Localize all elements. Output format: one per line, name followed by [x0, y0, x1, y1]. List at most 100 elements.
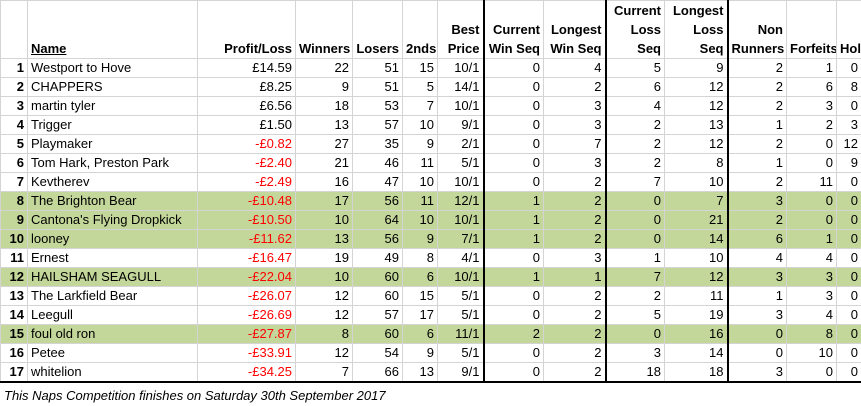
profit-loss-cell[interactable]: -£22.04	[197, 267, 296, 287]
header-rank[interactable]	[0, 0, 28, 59]
losers-cell[interactable]: 51	[352, 77, 403, 97]
longest-win-seq-cell[interactable]: 2	[543, 172, 607, 192]
current-win-seq-cell[interactable]: 0	[482, 362, 544, 383]
rank-cell[interactable]: 4	[0, 115, 28, 135]
header-non-runners[interactable]: Non Runners	[727, 0, 787, 59]
rank-cell[interactable]: 13	[0, 286, 28, 306]
current-loss-seq-cell[interactable]: 0	[605, 191, 665, 211]
seconds-cell[interactable]: 5	[402, 77, 438, 97]
losers-cell[interactable]: 64	[352, 210, 403, 230]
rank-cell[interactable]: 10	[0, 229, 28, 249]
longest-win-seq-cell[interactable]: 2	[543, 210, 607, 230]
losers-cell[interactable]: 51	[352, 58, 403, 78]
profit-loss-cell[interactable]: £8.25	[197, 77, 296, 97]
seconds-cell[interactable]: 10	[402, 115, 438, 135]
forfeits-cell[interactable]: 10	[786, 343, 837, 363]
longest-win-seq-cell[interactable]: 2	[543, 362, 607, 383]
longest-win-seq-cell[interactable]: 2	[543, 324, 607, 344]
longest-win-seq-cell[interactable]: 2	[543, 191, 607, 211]
longest-loss-seq-cell[interactable]: 14	[664, 229, 729, 249]
rank-cell[interactable]: 12	[0, 267, 28, 287]
longest-win-seq-cell[interactable]: 2	[543, 305, 607, 325]
forfeits-cell[interactable]: 11	[786, 172, 837, 192]
longest-loss-seq-cell[interactable]: 11	[664, 286, 729, 306]
losers-cell[interactable]: 56	[352, 229, 403, 249]
seconds-cell[interactable]: 11	[402, 191, 438, 211]
player-name-cell[interactable]: Petee	[27, 343, 198, 363]
player-name-cell[interactable]: looney	[27, 229, 198, 249]
current-loss-seq-cell[interactable]: 2	[605, 115, 665, 135]
rank-cell[interactable]: 15	[0, 324, 28, 344]
profit-loss-cell[interactable]: -£11.62	[197, 229, 296, 249]
best-price-cell[interactable]: 5/1	[437, 343, 484, 363]
holiday-cell[interactable]: 0	[836, 286, 861, 306]
winners-cell[interactable]: 19	[295, 248, 353, 268]
current-loss-seq-cell[interactable]: 3	[605, 343, 665, 363]
longest-win-seq-cell[interactable]: 3	[543, 248, 607, 268]
best-price-cell[interactable]: 12/1	[437, 191, 484, 211]
profit-loss-cell[interactable]: -£0.82	[197, 134, 296, 154]
rank-cell[interactable]: 11	[0, 248, 28, 268]
forfeits-cell[interactable]: 8	[786, 324, 837, 344]
forfeits-cell[interactable]: 0	[786, 191, 837, 211]
profit-loss-cell[interactable]: -£2.49	[197, 172, 296, 192]
winners-cell[interactable]: 13	[295, 115, 353, 135]
profit-loss-cell[interactable]: -£10.50	[197, 210, 296, 230]
holiday-cell[interactable]: 0	[836, 343, 861, 363]
holiday-cell[interactable]: 0	[836, 229, 861, 249]
current-win-seq-cell[interactable]: 0	[482, 115, 544, 135]
best-price-cell[interactable]: 4/1	[437, 248, 484, 268]
winners-cell[interactable]: 7	[295, 362, 353, 383]
rank-cell[interactable]: 5	[0, 134, 28, 154]
player-name-cell[interactable]: Tom Hark, Preston Park	[27, 153, 198, 173]
player-name-cell[interactable]: Leegull	[27, 305, 198, 325]
losers-cell[interactable]: 57	[352, 305, 403, 325]
non-runners-cell[interactable]: 1	[727, 115, 787, 135]
holiday-cell[interactable]: 0	[836, 191, 861, 211]
current-win-seq-cell[interactable]: 0	[482, 134, 544, 154]
best-price-cell[interactable]: 5/1	[437, 286, 484, 306]
current-win-seq-cell[interactable]: 0	[482, 58, 544, 78]
best-price-cell[interactable]: 11/1	[437, 324, 484, 344]
seconds-cell[interactable]: 10	[402, 210, 438, 230]
current-loss-seq-cell[interactable]: 2	[605, 153, 665, 173]
longest-loss-seq-cell[interactable]: 7	[664, 191, 729, 211]
best-price-cell[interactable]: 5/1	[437, 153, 484, 173]
longest-win-seq-cell[interactable]: 3	[543, 153, 607, 173]
current-win-seq-cell[interactable]: 1	[482, 267, 544, 287]
forfeits-cell[interactable]: 4	[786, 248, 837, 268]
holiday-cell[interactable]: 0	[836, 362, 861, 383]
holiday-cell[interactable]: 8	[836, 77, 861, 97]
seconds-cell[interactable]: 6	[402, 267, 438, 287]
current-win-seq-cell[interactable]: 0	[482, 286, 544, 306]
losers-cell[interactable]: 35	[352, 134, 403, 154]
forfeits-cell[interactable]: 6	[786, 77, 837, 97]
seconds-cell[interactable]: 15	[402, 286, 438, 306]
holiday-cell[interactable]: 0	[836, 96, 861, 116]
winners-cell[interactable]: 10	[295, 267, 353, 287]
losers-cell[interactable]: 53	[352, 96, 403, 116]
seconds-cell[interactable]: 11	[402, 153, 438, 173]
longest-win-seq-cell[interactable]: 7	[543, 134, 607, 154]
profit-loss-cell[interactable]: -£34.25	[197, 362, 296, 383]
winners-cell[interactable]: 13	[295, 229, 353, 249]
current-loss-seq-cell[interactable]: 6	[605, 77, 665, 97]
non-runners-cell[interactable]: 2	[727, 96, 787, 116]
rank-cell[interactable]: 9	[0, 210, 28, 230]
profit-loss-cell[interactable]: -£2.40	[197, 153, 296, 173]
holiday-cell[interactable]: 0	[836, 267, 861, 287]
winners-cell[interactable]: 8	[295, 324, 353, 344]
losers-cell[interactable]: 60	[352, 324, 403, 344]
profit-loss-cell[interactable]: £14.59	[197, 58, 296, 78]
header-best-price[interactable]: Best Price	[437, 0, 484, 59]
holiday-cell[interactable]: 12	[836, 134, 861, 154]
longest-win-seq-cell[interactable]: 3	[543, 115, 607, 135]
losers-cell[interactable]: 46	[352, 153, 403, 173]
best-price-cell[interactable]: 10/1	[437, 210, 484, 230]
non-runners-cell[interactable]: 3	[727, 305, 787, 325]
longest-loss-seq-cell[interactable]: 18	[664, 362, 729, 383]
rank-cell[interactable]: 8	[0, 191, 28, 211]
non-runners-cell[interactable]: 2	[727, 134, 787, 154]
current-win-seq-cell[interactable]: 2	[482, 324, 544, 344]
winners-cell[interactable]: 12	[295, 343, 353, 363]
